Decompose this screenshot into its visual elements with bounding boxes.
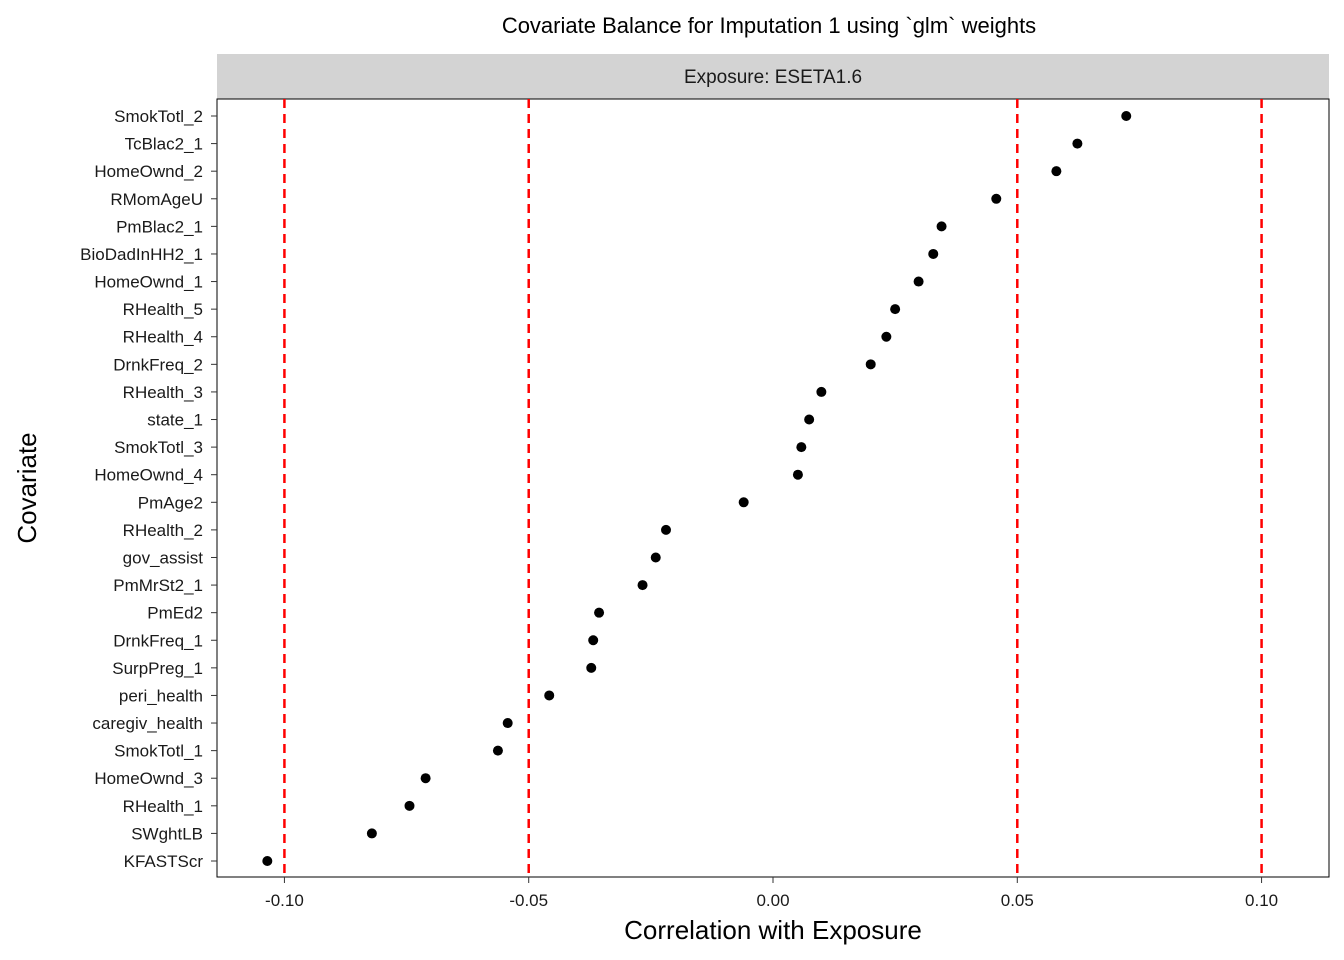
y-tick-label: BioDadInHH2_1 [80, 245, 203, 264]
data-point [262, 856, 273, 866]
data-point [586, 662, 597, 673]
data-point [420, 773, 431, 784]
reference-lines [283, 99, 1263, 877]
y-tick-label: RHealth_3 [123, 383, 203, 402]
data-point [650, 552, 661, 563]
data-point [544, 690, 555, 701]
y-tick-label: RHealth_4 [123, 328, 203, 347]
y-tick-label: RHealth_2 [123, 521, 203, 540]
x-tick-label: 0.10 [1245, 891, 1278, 910]
y-tick-label: HomeOwnd_2 [94, 162, 203, 181]
data-point [881, 331, 892, 342]
x-axis: -0.10 -0.05 0.00 0.05 0.10 [265, 877, 1278, 910]
data-point [1121, 111, 1132, 121]
y-tick-label: SmokTotl_3 [114, 438, 203, 457]
data-points [262, 111, 1132, 866]
y-tick-label: DrnkFreq_1 [113, 631, 203, 650]
y-tick-label: RHealth_1 [123, 797, 203, 816]
y-tick-label: HomeOwnd_1 [94, 273, 203, 292]
data-point [404, 800, 415, 811]
data-point [594, 607, 605, 618]
y-tick-label: HomeOwnd_3 [94, 769, 203, 788]
data-point [492, 745, 503, 756]
facet-strip [217, 54, 1329, 99]
data-point [890, 304, 901, 315]
plot-panel [216, 98, 1330, 878]
data-point [1051, 166, 1062, 177]
data-point [588, 635, 599, 646]
y-tick-label: SWghtLB [131, 824, 203, 843]
y-tick-label: peri_health [119, 686, 203, 705]
y-tick-label: PmAge2 [138, 493, 203, 512]
data-point [928, 248, 939, 259]
y-tick-label: RMomAgeU [110, 190, 203, 209]
chart-title: Covariate Balance for Imputation 1 using… [502, 13, 1036, 38]
y-tick-label: DrnkFreq_2 [113, 355, 203, 374]
data-point [816, 386, 827, 397]
x-axis-title: Correlation with Exposure [624, 915, 922, 945]
data-point [913, 276, 924, 287]
y-axis-title: Covariate [12, 432, 42, 543]
y-tick-label: KFASTScr [124, 852, 204, 871]
facet-strip-label: Exposure: ESETA1.6 [684, 67, 862, 88]
x-tick-label: 0.05 [1001, 891, 1034, 910]
data-point [804, 414, 815, 425]
data-point [792, 469, 803, 480]
x-tick-label: -0.05 [509, 891, 548, 910]
y-tick-label: state_1 [147, 411, 203, 430]
data-point [936, 221, 947, 232]
data-point [796, 442, 807, 453]
data-point [366, 828, 377, 839]
y-tick-label: RHealth_5 [123, 300, 203, 319]
y-tick-label: caregiv_health [92, 714, 203, 733]
x-tick-label: -0.10 [265, 891, 304, 910]
y-tick-label: PmMrSt2_1 [113, 576, 203, 595]
y-tick-label: gov_assist [123, 548, 204, 567]
data-point [738, 497, 749, 508]
y-tick-label: PmEd2 [147, 604, 203, 623]
data-point [991, 193, 1002, 204]
y-tick-label: SmokTotl_1 [114, 742, 203, 761]
y-tick-label: SurpPreg_1 [112, 659, 203, 678]
y-axis: SmokTotl_2 TcBlac2_1 HomeOwnd_2 RMomAgeU PmB… [80, 107, 217, 871]
y-tick-label: SmokTotl_2 [114, 107, 203, 126]
y-tick-label: PmBlac2_1 [116, 217, 203, 236]
x-tick-label: 0.00 [756, 891, 789, 910]
y-tick-label: HomeOwnd_4 [94, 466, 203, 485]
data-point [637, 580, 648, 591]
data-point [865, 359, 876, 370]
y-tick-label: TcBlac2_1 [125, 135, 203, 154]
data-point [661, 524, 672, 535]
data-point [1072, 138, 1083, 149]
data-point [502, 718, 513, 729]
